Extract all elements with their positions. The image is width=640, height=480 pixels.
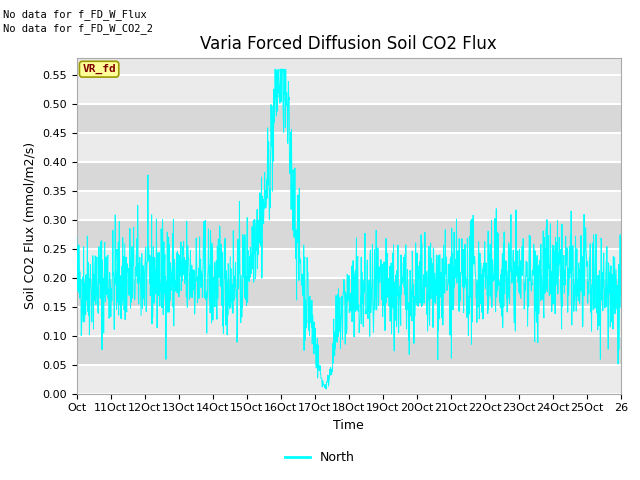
Bar: [77, 220, 621, 249]
Text: VR_fd: VR_fd: [82, 64, 116, 74]
Bar: [77, 162, 621, 191]
X-axis label: Time: Time: [333, 419, 364, 432]
Bar: [77, 249, 621, 278]
Bar: [77, 365, 621, 394]
Bar: [77, 191, 621, 220]
Bar: [77, 278, 621, 307]
Legend: North: North: [280, 446, 360, 469]
Bar: [77, 336, 621, 365]
Bar: [77, 133, 621, 162]
Y-axis label: Soil CO2 Flux (mmol/m2/s): Soil CO2 Flux (mmol/m2/s): [24, 142, 36, 309]
Text: No data for f_FD_W_CO2_2: No data for f_FD_W_CO2_2: [3, 23, 153, 34]
Title: Varia Forced Diffusion Soil CO2 Flux: Varia Forced Diffusion Soil CO2 Flux: [200, 35, 497, 53]
Bar: [77, 75, 621, 104]
Bar: [77, 307, 621, 336]
Text: No data for f_FD_W_Flux: No data for f_FD_W_Flux: [3, 9, 147, 20]
Bar: [77, 104, 621, 133]
